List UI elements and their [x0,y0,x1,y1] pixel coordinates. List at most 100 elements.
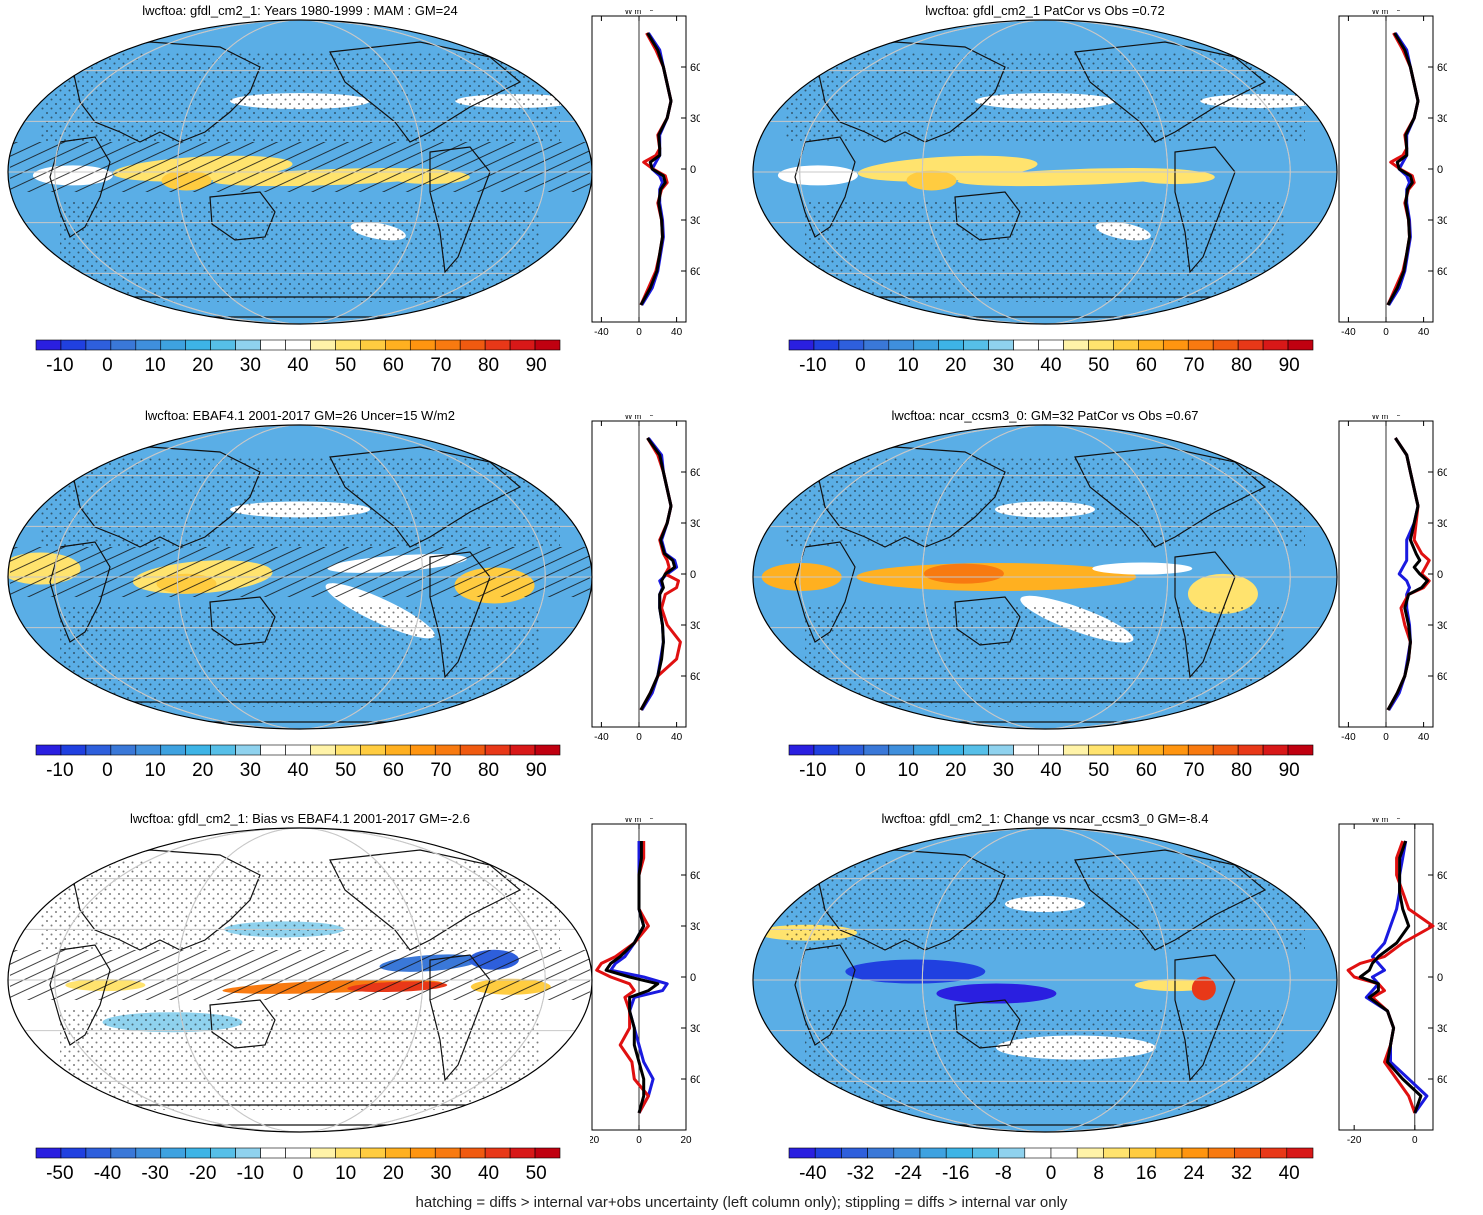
map-border [752,827,1338,1133]
colorbar-label: 50 [1088,355,1109,376]
map-border [752,19,1338,325]
colorbar-label: 40 [1040,760,1061,781]
colorbar-swatch [788,744,815,756]
colorbar-swatch [838,744,865,756]
continent-outline [429,146,491,274]
colorbar-swatch [1287,744,1314,756]
colorbar-label: 90 [1279,355,1300,376]
colorbar-swatch [85,339,112,351]
footnote: hatching = diffs > internal var+obs unce… [415,1194,1068,1211]
colorbar-swatch [434,744,461,756]
profile-line-other [639,437,677,711]
zonal-profile: W m -2 -40 0 40 60N 30N 0 30S 60S [591,10,700,338]
map-field [753,20,1337,324]
world-map [752,827,1338,1133]
field-blob [777,165,858,186]
colorbar-swatch [1138,744,1164,756]
zonal-profile: W m -2 -20 0 60N 30N 0 30S 60S [1338,818,1447,1146]
colorbar: -10 0 10 20 30 40 50 60 70 80 90 [35,744,561,781]
colorbar-label: 70 [1183,355,1204,376]
colorbar-swatch [867,1147,895,1159]
lat-label: 30N [690,113,700,125]
profile-line-model [1386,437,1431,711]
stippling [785,457,1305,547]
x-tick-label: 0 [636,1135,642,1146]
colorbar-swatch [85,1147,112,1159]
colorbar-swatch [863,744,890,756]
colorbar-label: 80 [1231,760,1252,781]
colorbar-swatch [1013,339,1039,351]
colorbar-swatch [1038,339,1064,351]
zonal-profile: W m -2 -40 0 40 60N 30N 0 30S 60S [1338,415,1447,743]
colorbar-swatch [385,1147,411,1159]
colorbar-swatch [1155,1147,1183,1159]
x-tick-label: -40 [1341,327,1356,338]
colorbar-swatch [1129,1147,1157,1159]
field-blob [845,959,986,984]
colorbar-swatch [260,339,286,351]
colorbar-swatch [1113,744,1139,756]
colorbar-swatch [1212,744,1239,756]
stippling [785,860,1305,950]
colorbar-label: 20 [192,355,213,376]
lat-label: 60S [1437,671,1447,683]
colorbar-swatch [988,339,1014,351]
lat-label: 0 [1437,972,1443,984]
map-field [753,828,1337,1132]
colorbar-swatch [1262,339,1289,351]
colorbar-swatch [963,744,989,756]
graticule-lon [176,425,424,729]
colorbar-swatch [1187,744,1214,756]
continent-outline [1174,954,1236,1082]
world-map [7,827,593,1133]
x-tick-label: 20 [680,1135,692,1146]
field-blob [1191,976,1216,1001]
colorbar-swatch [841,1147,868,1159]
colorbar-swatch [813,744,840,756]
colorbar-swatch [1287,339,1314,351]
x-tick-label: 0 [636,327,642,338]
unit-superscript: -2 [648,10,654,13]
colorbar-swatch [185,339,211,351]
graticule-lon [921,828,1169,1132]
colorbar-label: 40 [287,355,308,376]
colorbar-swatch [988,744,1014,756]
colorbar-label: 80 [478,355,499,376]
colorbar-swatch [1286,1147,1314,1159]
panel-6: lwcftoa: gfdl_cm2_1: Change vs ncar_ccsm… [745,808,1483,1193]
continent-outline [954,596,1021,646]
panel-3: lwcftoa: EBAF4.1 2001-2017 GM=26 Uncer=1… [0,405,700,800]
graticule-lon [799,20,1291,324]
colorbar-swatch [838,339,865,351]
field-blob [1187,573,1258,614]
colorbar-swatch [385,339,411,351]
colorbar-swatch [888,339,915,351]
colorbar-swatch [1138,339,1164,351]
field-blob [906,170,957,191]
colorbar-swatch [1187,339,1214,351]
colorbar-label: 40 [1040,355,1061,376]
panel-1: lwcftoa: gfdl_cm2_1: Years 1980-1999 : M… [0,0,700,395]
colorbar-swatch [60,339,87,351]
colorbar-swatch [938,339,964,351]
unit-label: W m [625,415,642,421]
profile-line-other [639,32,673,306]
colorbar-swatch [185,1147,211,1159]
x-tick-label: 40 [1418,327,1430,338]
continent-outline [954,191,1021,241]
colorbar-label: 10 [145,760,166,781]
panel-4: lwcftoa: ncar_ccsm3_0: GM=32 PatCor vs O… [745,405,1483,800]
colorbar-swatch [1162,744,1189,756]
stippling [805,607,1285,707]
colorbar-swatch [409,339,436,351]
colorbar-label: 30 [993,355,1014,376]
map-field [8,828,592,1132]
colorbar-swatch [919,1147,947,1159]
colorbar-swatch [35,1147,62,1159]
stippling [60,607,540,707]
x-tick-label: 0 [1383,732,1389,743]
map-field [8,425,592,729]
continent-outline [209,596,276,646]
colorbar-swatch [1113,339,1139,351]
unit-label: W m [1372,10,1389,16]
